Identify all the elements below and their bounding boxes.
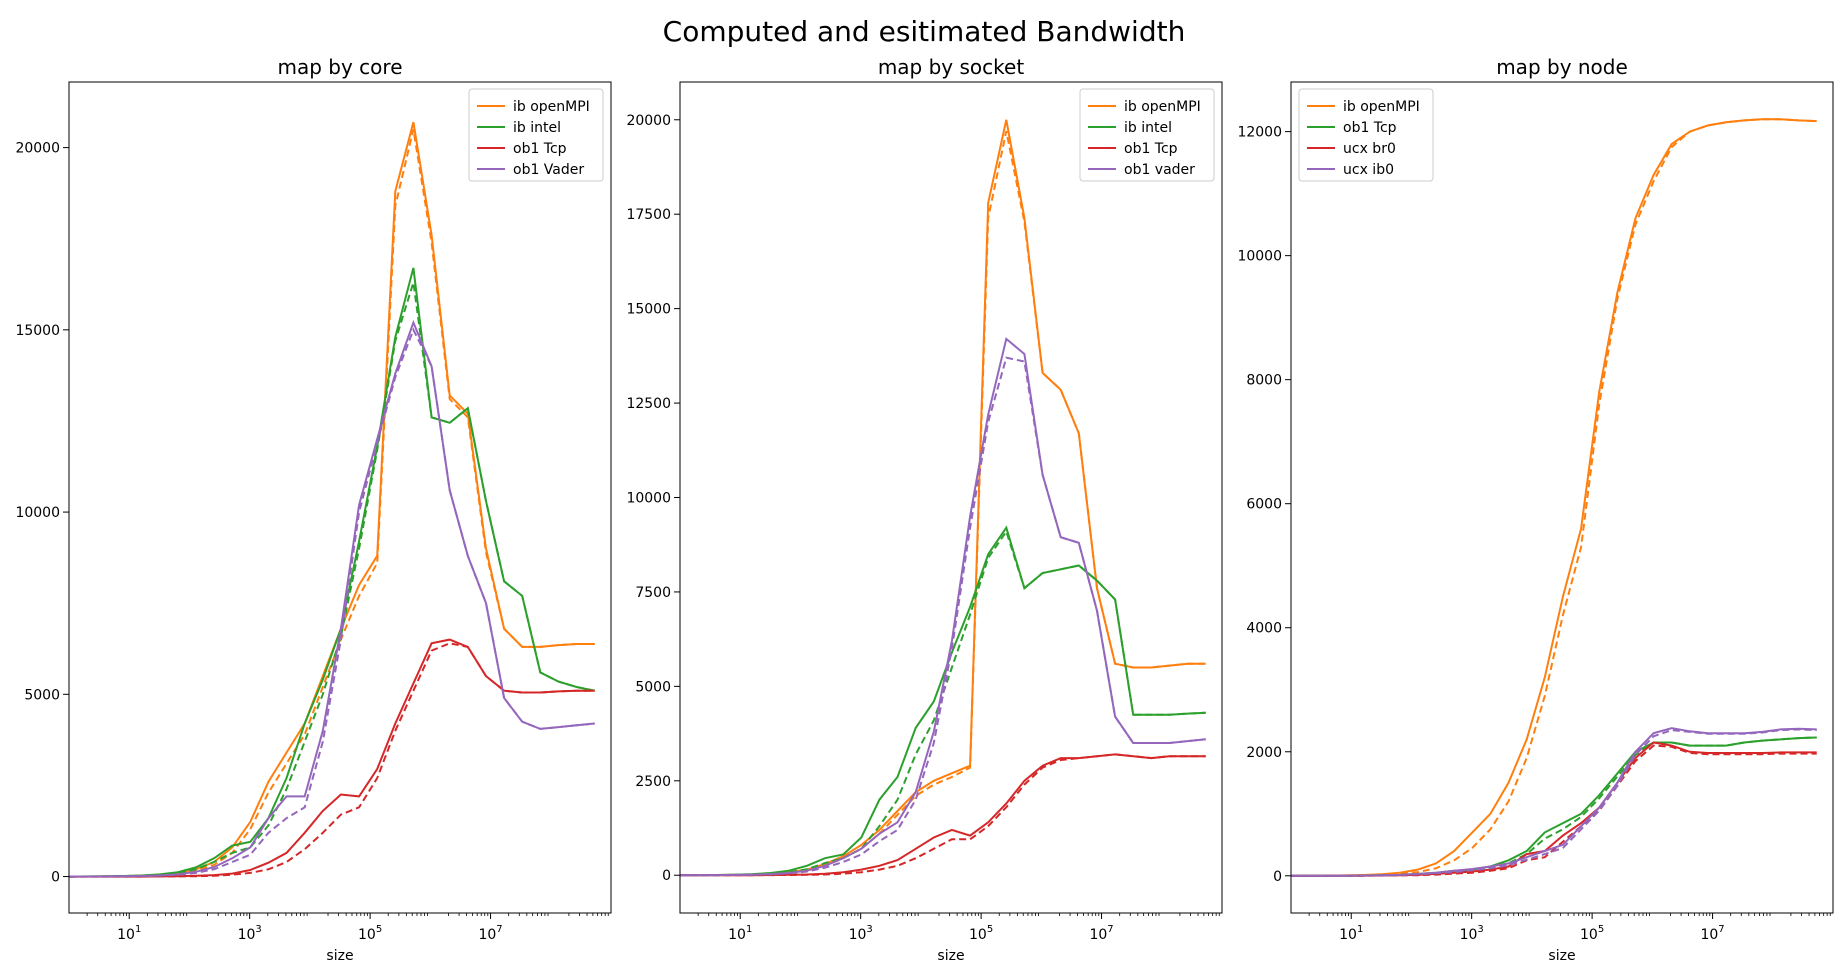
x-tick-label: 101 bbox=[117, 924, 141, 943]
subplot-3: map by node 101 103 105 107 0 2000 4000 6000 8000… bbox=[1237, 55, 1834, 964]
subplots: map by core 101 103 105 107 0 5000 10000 15000 20… bbox=[15, 55, 1834, 964]
y-tick-label: 4000 bbox=[1246, 621, 1282, 637]
series-line-estimated-1 bbox=[1290, 118, 1817, 877]
x-tick-label: 101 bbox=[1339, 924, 1363, 943]
x-tick-label: 105 bbox=[969, 924, 993, 943]
series-lines bbox=[68, 121, 595, 878]
subplot-1: map by core 101 103 105 107 0 5000 10000 15000 20… bbox=[15, 55, 612, 964]
legend-entry: ib openMPI bbox=[1343, 99, 1420, 115]
legend-box bbox=[1298, 88, 1434, 182]
series-line-computed-4 bbox=[68, 319, 595, 878]
y-tick-label: 15000 bbox=[15, 323, 60, 339]
series-line-computed-4 bbox=[680, 337, 1206, 877]
y-tick-label: 12500 bbox=[626, 396, 671, 412]
x-tick-label: 107 bbox=[478, 924, 502, 943]
y-tick-label: 2500 bbox=[635, 774, 671, 790]
legend: ib openMPI ib intel ob1 Tcp ob1 vader bbox=[1079, 88, 1215, 182]
legend-entry: ob1 Tcp bbox=[1124, 141, 1178, 157]
x-axis-label: size bbox=[1548, 948, 1575, 964]
y-tick-label: 0 bbox=[662, 868, 671, 884]
y-tick-label: 10000 bbox=[15, 505, 60, 521]
y-tick-label: 8000 bbox=[1246, 373, 1282, 389]
legend-entry: ib openMPI bbox=[513, 99, 590, 115]
legend-box bbox=[468, 88, 604, 182]
y-tick-label: 17500 bbox=[626, 207, 671, 223]
x-axis-label: size bbox=[937, 948, 964, 964]
plot-frame bbox=[68, 81, 612, 914]
y-tick-label: 0 bbox=[51, 870, 60, 886]
x-tick-label: 105 bbox=[358, 924, 382, 943]
x-tick-label: 107 bbox=[1700, 924, 1724, 943]
y-tick-label: 20000 bbox=[626, 113, 671, 129]
legend-entry: ob1 Tcp bbox=[1343, 120, 1397, 136]
legend-box bbox=[1079, 88, 1215, 182]
subplot-title: map by core bbox=[278, 55, 403, 79]
subplot-2: map by socket 101 103 105 107 0 2500 5000 7500 10… bbox=[626, 55, 1223, 964]
legend-entry: ib intel bbox=[513, 120, 561, 136]
series-line-estimated-3 bbox=[1291, 744, 1817, 877]
series-line-computed-4 bbox=[1291, 727, 1817, 877]
plot-frame bbox=[1290, 81, 1834, 914]
x-tick-label: 103 bbox=[238, 924, 262, 943]
y-tick-label: 12000 bbox=[1237, 125, 1282, 141]
x-tick-label: 101 bbox=[728, 924, 752, 943]
legend-entry: ib intel bbox=[1124, 120, 1172, 136]
x-tick-label: 107 bbox=[1089, 924, 1113, 943]
legend: ib openMPI ib intel ob1 Tcp ob1 Vader bbox=[468, 88, 604, 182]
y-tick-label: 15000 bbox=[626, 302, 671, 318]
series-line-computed-2 bbox=[679, 525, 1206, 877]
legend-entry: ob1 vader bbox=[1124, 162, 1195, 178]
y-tick-label: 6000 bbox=[1246, 497, 1282, 513]
legend-entry: ucx ib0 bbox=[1343, 162, 1394, 178]
y-tick-label: 10000 bbox=[626, 491, 671, 507]
y-tick-label: 5000 bbox=[24, 687, 60, 703]
legend-entry: ob1 Tcp bbox=[513, 141, 567, 157]
x-tick-label: 103 bbox=[1460, 924, 1484, 943]
subplot-title: map by socket bbox=[878, 55, 1025, 79]
y-tick-label: 0 bbox=[1273, 869, 1282, 885]
legend-entry: ucx br0 bbox=[1343, 141, 1396, 157]
y-tick-label: 20000 bbox=[15, 141, 60, 157]
x-tick-label: 103 bbox=[849, 924, 873, 943]
y-tick-label: 7500 bbox=[635, 585, 671, 601]
x-tick-label: 105 bbox=[1580, 924, 1604, 943]
legend-entry: ib openMPI bbox=[1124, 99, 1201, 115]
series-lines bbox=[1290, 118, 1817, 877]
y-tick-label: 10000 bbox=[1237, 249, 1282, 265]
legend: ib openMPI ob1 Tcp ucx br0 ucx ib0 bbox=[1298, 88, 1434, 182]
subplot-title: map by node bbox=[1496, 55, 1628, 79]
figure-title: Computed and esitimated Bandwidth bbox=[663, 15, 1186, 48]
y-tick-label: 5000 bbox=[635, 679, 671, 695]
y-tick-label: 2000 bbox=[1246, 745, 1282, 761]
x-axis-label: size bbox=[326, 948, 353, 964]
legend-entry: ob1 Vader bbox=[513, 162, 584, 178]
series-lines bbox=[679, 119, 1206, 877]
